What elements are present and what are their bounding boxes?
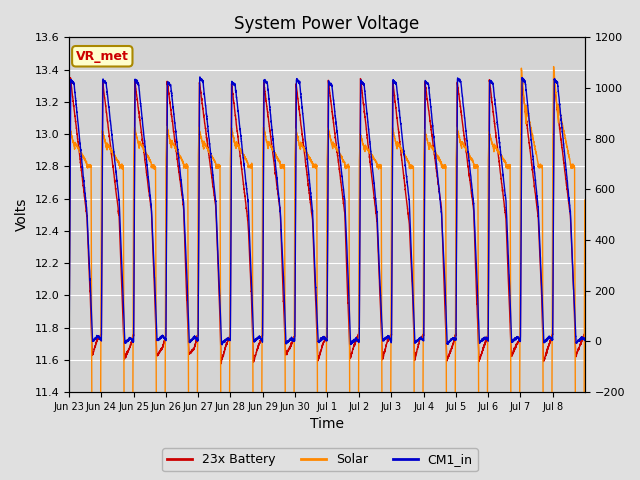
X-axis label: Time: Time (310, 418, 344, 432)
Legend: 23x Battery, Solar, CM1_in: 23x Battery, Solar, CM1_in (163, 448, 477, 471)
Y-axis label: Volts: Volts (15, 198, 29, 231)
Title: System Power Voltage: System Power Voltage (234, 15, 420, 33)
Text: VR_met: VR_met (76, 50, 129, 63)
